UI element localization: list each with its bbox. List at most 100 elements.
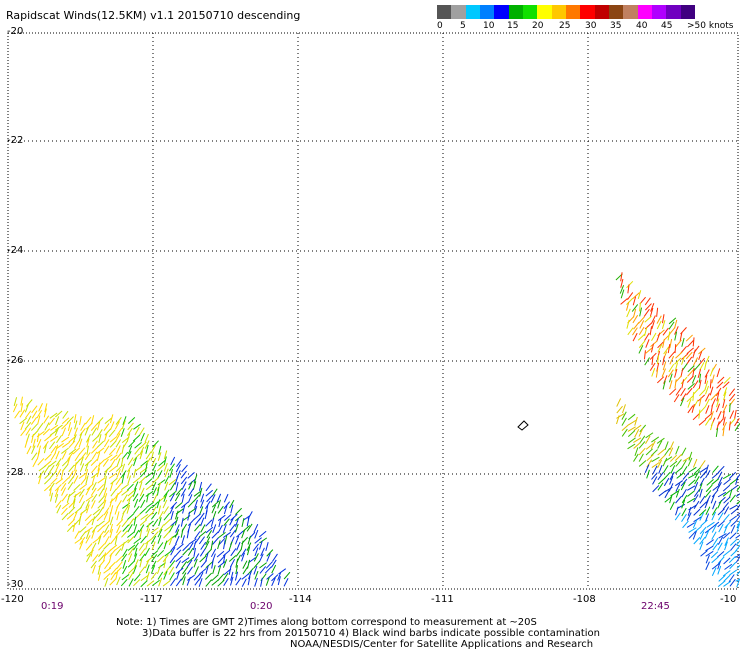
wind-barb [705, 550, 714, 557]
wind-barb [61, 451, 67, 460]
wind-barb [681, 488, 687, 498]
wind-barb [49, 492, 54, 502]
wind-barb [115, 548, 122, 556]
wind-barb [240, 540, 244, 550]
wind-barb [56, 435, 62, 444]
wind-barb [620, 272, 623, 282]
lon-label: -114 [289, 594, 312, 605]
wind-barb [658, 465, 663, 474]
wind-barb [675, 488, 680, 498]
wind-barb [634, 416, 638, 426]
wind-barb [674, 362, 679, 372]
wind-barb [134, 426, 140, 436]
wind-barb [90, 500, 96, 509]
legend-labels: 0 5 10 15 20 25 30 35 40 45 >50 knots [437, 21, 737, 33]
wind-barb [651, 436, 660, 443]
wind-barb [115, 555, 123, 563]
wind-barb [96, 514, 104, 522]
wind-barb [686, 387, 693, 396]
wind-barb [211, 488, 218, 497]
wind-barb [98, 434, 102, 444]
wind-barb [706, 539, 714, 546]
wind-barb [133, 537, 142, 545]
wind-barb [668, 327, 676, 335]
wind-barb [638, 447, 646, 456]
wind-barb [704, 374, 708, 384]
wind-barb [115, 452, 122, 461]
wind-barb [265, 561, 273, 569]
wind-barb [254, 577, 258, 587]
wind-barb [210, 548, 217, 558]
wind-barb [223, 577, 229, 586]
wind-barb [103, 439, 110, 448]
wind-barb [711, 511, 716, 521]
wind-barb [205, 561, 214, 569]
wind-barb [66, 416, 74, 424]
wind-barb [633, 321, 640, 330]
wind-barb [736, 578, 740, 588]
wind-barb [151, 481, 157, 491]
wind-barb [728, 555, 736, 564]
lat-label: -20 [7, 26, 24, 37]
wind-barb [222, 572, 229, 581]
wind-barb [103, 530, 110, 538]
wind-barb [126, 427, 133, 436]
wind-barb [241, 529, 246, 539]
wind-barb [211, 500, 220, 508]
wind-barb [223, 531, 231, 538]
wind-barb [127, 498, 131, 508]
wind-barb [188, 488, 194, 497]
wind-barb [217, 561, 226, 568]
wind-barb [78, 488, 85, 497]
wind-barb [688, 531, 696, 539]
wind-barb [163, 512, 171, 521]
wind-barb [84, 469, 89, 479]
wind-barb [710, 551, 719, 559]
wind-barb [30, 433, 34, 443]
wind-barb [699, 477, 705, 487]
wind-barb [229, 523, 236, 532]
wind-barb [718, 574, 726, 582]
wind-barb [78, 494, 84, 504]
wind-barb [681, 513, 687, 522]
wind-barb [109, 516, 114, 526]
wind-barb [717, 542, 723, 551]
wind-barb [115, 439, 122, 448]
wind-barb [80, 422, 86, 431]
wind-barb [717, 476, 723, 486]
wind-barb [151, 531, 159, 539]
wind-barb [164, 481, 169, 491]
wind-barb [176, 570, 180, 580]
legend-swatch [680, 5, 695, 19]
wind-barb [187, 566, 193, 575]
wind-barb [170, 547, 176, 556]
wind-barb [627, 443, 636, 450]
wind-barb [724, 520, 732, 529]
wind-barb [92, 537, 101, 544]
wind-barb [145, 483, 154, 491]
wind-barb [729, 403, 731, 413]
wind-barb [180, 488, 187, 497]
wind-barb [91, 481, 97, 491]
wind-barb [133, 553, 138, 563]
wind-barb [663, 471, 671, 480]
wind-barb [128, 518, 135, 527]
wind-barb [150, 535, 157, 545]
note-line-2: 3)Data buffer is 22 hrs from 20150710 4)… [142, 628, 600, 639]
wind-barb [186, 529, 190, 539]
wind-barb [723, 524, 728, 534]
wind-barb [120, 428, 125, 437]
wind-barb [126, 504, 131, 514]
legend-swatch [465, 5, 480, 19]
wind-barb [712, 465, 719, 474]
wind-barb [224, 514, 232, 521]
wind-barb [120, 578, 128, 587]
wind-barb [679, 331, 683, 341]
wind-barb [127, 560, 135, 568]
wind-barb [180, 517, 184, 527]
wind-barb [729, 578, 736, 587]
wind-barb [170, 578, 177, 587]
wind-barb [254, 529, 259, 539]
wind-barb [710, 411, 714, 420]
wind-barb [48, 417, 55, 426]
